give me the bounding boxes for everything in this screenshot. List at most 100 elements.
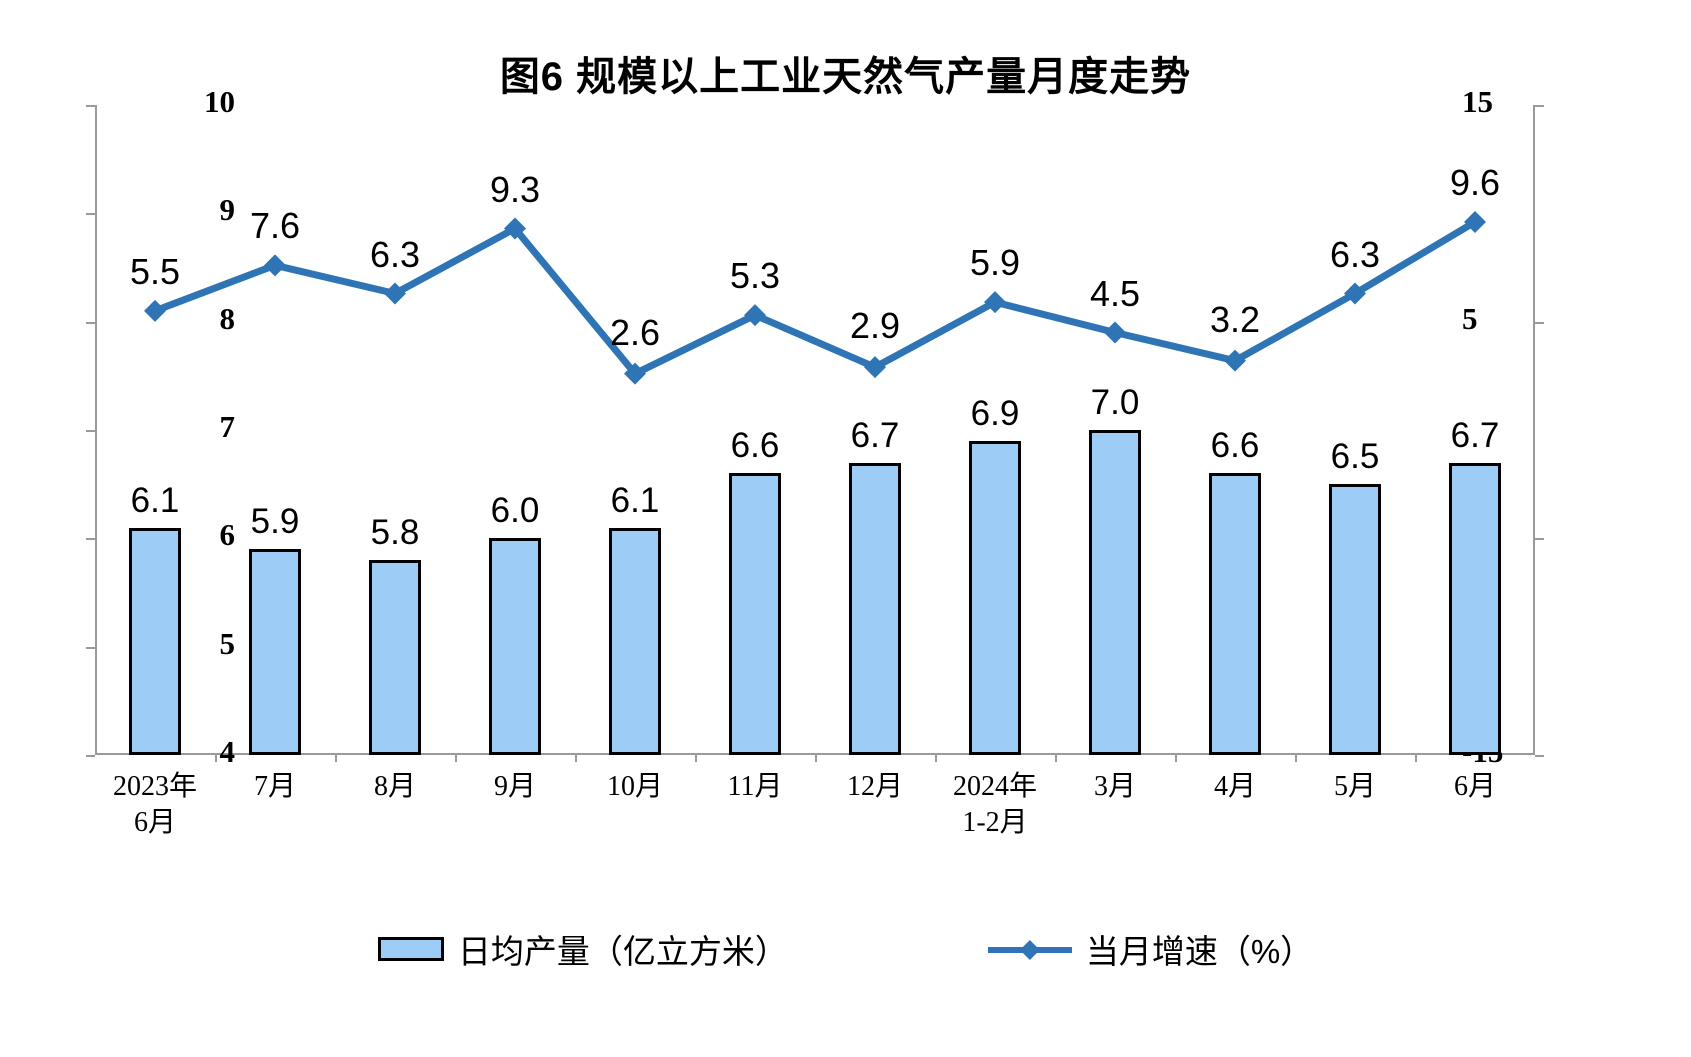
right-axis-tick <box>1535 538 1544 541</box>
x-axis-tick <box>695 753 697 762</box>
bar-value-label: 6.7 <box>850 415 900 455</box>
x-axis-tick <box>335 753 337 762</box>
x-axis-tick <box>455 753 457 762</box>
line-marker[interactable] <box>624 362 646 385</box>
x-axis-tick <box>935 753 937 762</box>
line-value-label: 2.9 <box>849 305 901 347</box>
right-axis-tick <box>1535 321 1544 324</box>
left-axis-tick <box>86 213 95 216</box>
x-axis-category-label: 2023年 6月 <box>112 771 197 838</box>
bar-value-label: 5.8 <box>370 513 420 552</box>
line-marker[interactable] <box>384 282 406 305</box>
bar[interactable] <box>849 462 901 755</box>
x-axis-category-label: 9月 <box>493 771 536 802</box>
bar[interactable] <box>129 527 181 755</box>
x-axis-category-label: 2024年 1-2月 <box>952 771 1037 838</box>
line-marker[interactable] <box>1104 321 1126 344</box>
bar-value-label: 6.6 <box>730 426 780 466</box>
bar[interactable] <box>969 440 1021 755</box>
bar-value-label: 6.1 <box>610 480 660 520</box>
x-axis-category-label: 11月 <box>727 771 783 802</box>
left-axis-tick <box>86 646 95 649</box>
bar-value-label: 6.6 <box>1210 426 1260 466</box>
left-axis-tick-label: 10 <box>204 84 235 119</box>
right-axis-tick-label: 5 <box>1462 300 1478 336</box>
legend-item-growth[interactable]: 当月增速（%） <box>987 925 1314 973</box>
line-value-label: 6.3 <box>369 233 421 275</box>
chart-legend: 日均产量（亿立方米） 当月增速（%） <box>0 925 1691 973</box>
bar-value-label: 5.9 <box>250 502 300 542</box>
bar-swatch-icon <box>377 937 444 961</box>
left-axis-tick <box>86 755 95 757</box>
left-axis-tick-label: 6 <box>219 517 236 553</box>
bar[interactable] <box>249 549 301 755</box>
line-marker[interactable] <box>744 304 766 327</box>
left-axis-tick-label: 7 <box>219 409 236 444</box>
legend-item-output[interactable]: 日均产量（亿立方米） <box>377 925 788 973</box>
bar-value-label: 6.5 <box>1330 437 1380 477</box>
chart-title: 图6 规模以上工业天然气产量月度走势 <box>499 55 1192 99</box>
bar-value-label: 6.9 <box>970 393 1020 433</box>
bar-value-label: 7.0 <box>1090 383 1140 422</box>
left-axis-tick-label: 8 <box>219 300 236 336</box>
x-axis-category-label: 5月 <box>1333 771 1376 802</box>
x-axis-category-label: 8月 <box>373 771 416 802</box>
plot-area <box>86 105 1544 762</box>
growth-line-series <box>144 211 1486 385</box>
bar[interactable] <box>609 527 661 755</box>
x-axis-tick <box>215 753 217 762</box>
line-value-label: 6.3 <box>1329 233 1381 275</box>
x-axis-tick <box>1295 753 1297 762</box>
right-axis-line <box>1533 105 1535 755</box>
x-axis-category-label: 4月 <box>1213 771 1256 802</box>
line-swatch-icon <box>987 937 1072 961</box>
line-value-label: 7.6 <box>249 205 301 247</box>
left-axis-tick <box>86 105 95 107</box>
line-value-label: 5.3 <box>729 255 781 297</box>
line-value-label: 5.5 <box>129 250 181 292</box>
bar[interactable] <box>729 473 781 755</box>
right-axis-tick <box>1535 105 1544 107</box>
bar[interactable] <box>369 560 421 755</box>
x-axis-tick <box>815 753 817 762</box>
line-marker[interactable] <box>1344 282 1366 305</box>
line-marker[interactable] <box>1224 349 1246 372</box>
bar[interactable] <box>489 538 541 755</box>
line-value-label: 9.6 <box>1449 162 1501 203</box>
line-value-label: 3.2 <box>1209 298 1261 340</box>
right-axis-tick-label: 15 <box>1462 84 1493 119</box>
line-marker[interactable] <box>1464 211 1486 233</box>
line-marker[interactable] <box>144 299 166 322</box>
left-axis-tick-label: 4 <box>219 734 236 769</box>
line-marker[interactable] <box>264 254 286 277</box>
legend-label-output: 日均产量（亿立方米） <box>457 933 788 970</box>
x-axis-tick <box>1415 753 1417 762</box>
legend-label-growth: 当月增速（%） <box>1085 933 1314 970</box>
line-marker[interactable] <box>984 291 1006 314</box>
bar[interactable] <box>1329 484 1381 755</box>
x-axis-tick <box>1055 753 1057 762</box>
x-axis-tick <box>575 753 577 762</box>
bar[interactable] <box>1449 462 1501 755</box>
x-axis-category-label: 12月 <box>846 771 903 802</box>
bar-value-label: 6.0 <box>490 491 540 531</box>
line-marker[interactable] <box>864 356 886 379</box>
line-value-label: 2.6 <box>609 311 661 353</box>
left-axis-tick-label: 9 <box>219 192 236 228</box>
bar[interactable] <box>1209 473 1261 755</box>
line-marker[interactable] <box>504 217 526 240</box>
line-value-label: 5.9 <box>969 242 1021 284</box>
x-axis-category-label: 7月 <box>253 771 296 802</box>
x-axis-category-label: 3月 <box>1093 771 1136 802</box>
line-value-label: 9.3 <box>489 168 541 210</box>
bar[interactable] <box>1089 430 1141 755</box>
left-axis-line <box>95 105 97 755</box>
bar-value-label: 6.1 <box>130 480 180 520</box>
left-axis-tick-label: 5 <box>219 625 236 661</box>
line-value-label: 4.5 <box>1089 272 1141 314</box>
growth-line-path <box>153 218 1477 378</box>
bar-value-label: 6.7 <box>1450 415 1500 455</box>
left-axis-tick <box>86 430 95 432</box>
x-axis-category-label: 6月 <box>1453 771 1496 802</box>
